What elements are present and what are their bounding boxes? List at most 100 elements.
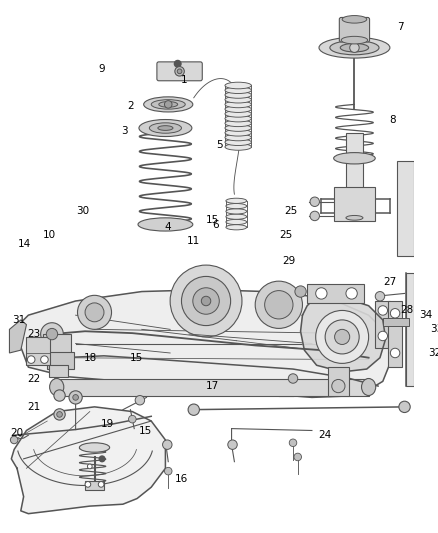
Circle shape <box>288 374 298 383</box>
Text: 5: 5 <box>216 140 223 150</box>
Circle shape <box>54 409 65 420</box>
Circle shape <box>85 481 91 487</box>
Polygon shape <box>14 289 392 398</box>
Circle shape <box>46 328 58 340</box>
Circle shape <box>325 320 359 354</box>
Ellipse shape <box>49 378 64 395</box>
Text: 9: 9 <box>99 64 106 75</box>
Text: 25: 25 <box>285 206 298 216</box>
Circle shape <box>41 356 48 364</box>
Ellipse shape <box>151 100 185 109</box>
Circle shape <box>99 456 105 462</box>
Circle shape <box>201 296 211 306</box>
Circle shape <box>164 467 172 475</box>
Text: 15: 15 <box>139 426 152 437</box>
Text: 11: 11 <box>187 236 201 246</box>
Ellipse shape <box>225 82 251 89</box>
Ellipse shape <box>225 134 251 141</box>
Ellipse shape <box>79 443 110 452</box>
Bar <box>375 301 390 348</box>
Circle shape <box>294 453 301 461</box>
Circle shape <box>28 356 35 364</box>
Text: 7: 7 <box>397 22 404 32</box>
Circle shape <box>335 329 350 344</box>
Circle shape <box>69 391 82 404</box>
Text: 15: 15 <box>206 215 219 225</box>
Ellipse shape <box>361 378 376 395</box>
FancyBboxPatch shape <box>157 62 202 81</box>
Circle shape <box>175 67 184 76</box>
Bar <box>334 187 375 221</box>
FancyBboxPatch shape <box>339 18 370 42</box>
Circle shape <box>390 309 400 318</box>
Ellipse shape <box>319 37 390 58</box>
Ellipse shape <box>341 36 367 44</box>
Ellipse shape <box>225 110 251 117</box>
Circle shape <box>310 197 319 206</box>
Ellipse shape <box>149 123 181 133</box>
Text: 4: 4 <box>165 222 172 232</box>
Circle shape <box>289 439 297 447</box>
Ellipse shape <box>342 15 367 23</box>
Circle shape <box>378 331 388 341</box>
Bar <box>85 481 104 490</box>
Bar <box>26 337 50 365</box>
Bar <box>389 301 402 367</box>
Bar <box>42 334 71 353</box>
Bar <box>397 161 414 256</box>
Polygon shape <box>10 320 26 353</box>
Ellipse shape <box>159 102 178 107</box>
Ellipse shape <box>158 126 173 131</box>
Circle shape <box>11 436 18 443</box>
Ellipse shape <box>225 101 251 108</box>
Circle shape <box>332 379 345 393</box>
Text: 6: 6 <box>212 220 219 230</box>
Polygon shape <box>300 297 385 372</box>
Circle shape <box>390 348 400 358</box>
Ellipse shape <box>225 92 251 98</box>
Text: 15: 15 <box>130 353 143 363</box>
Bar <box>57 378 369 395</box>
Circle shape <box>399 401 410 413</box>
Ellipse shape <box>225 143 251 150</box>
Circle shape <box>98 481 104 487</box>
Ellipse shape <box>346 215 363 220</box>
Ellipse shape <box>225 115 251 122</box>
Circle shape <box>128 415 136 423</box>
Circle shape <box>85 303 104 322</box>
Circle shape <box>310 211 319 221</box>
Circle shape <box>316 288 327 299</box>
Ellipse shape <box>226 204 247 209</box>
Circle shape <box>41 323 64 345</box>
Ellipse shape <box>226 214 247 219</box>
Circle shape <box>181 277 231 326</box>
Text: 3: 3 <box>121 126 128 136</box>
Circle shape <box>88 464 92 469</box>
Text: 20: 20 <box>11 429 24 438</box>
Circle shape <box>378 306 388 315</box>
Circle shape <box>174 60 181 67</box>
Bar <box>47 352 74 369</box>
Bar <box>49 365 68 377</box>
Circle shape <box>135 395 145 405</box>
Ellipse shape <box>225 120 251 127</box>
Ellipse shape <box>225 130 251 136</box>
Ellipse shape <box>138 218 193 231</box>
Text: 21: 21 <box>28 402 41 412</box>
Text: 28: 28 <box>400 305 413 316</box>
Circle shape <box>78 295 112 329</box>
Circle shape <box>255 281 303 328</box>
Ellipse shape <box>330 41 379 55</box>
Text: 10: 10 <box>42 230 56 240</box>
Circle shape <box>375 292 385 301</box>
Bar <box>406 273 414 386</box>
Circle shape <box>164 101 172 108</box>
Text: 30: 30 <box>77 206 90 216</box>
Text: 34: 34 <box>419 310 432 320</box>
Circle shape <box>57 411 62 417</box>
Circle shape <box>162 440 172 449</box>
Circle shape <box>316 310 369 364</box>
Ellipse shape <box>340 43 369 52</box>
Ellipse shape <box>226 198 247 204</box>
Circle shape <box>228 440 237 449</box>
